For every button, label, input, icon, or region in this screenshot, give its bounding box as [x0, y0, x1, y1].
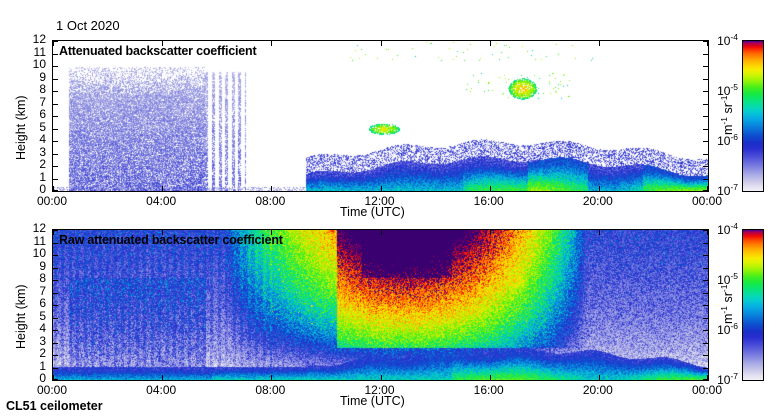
- x-tick-label: 12:00: [364, 383, 395, 397]
- y-tick-label: 12: [32, 221, 46, 235]
- y-tick-label: 9: [39, 258, 46, 273]
- colorbar-tick-label: 10-6: [717, 321, 738, 337]
- y-tick-label: 12: [32, 32, 46, 46]
- x-tick-label: 12:00: [364, 194, 395, 208]
- y-tick-label: 2: [39, 346, 46, 360]
- x-tick-label: 08:00: [255, 194, 286, 208]
- colorbar-unit-sr-exp-bottom: -1: [719, 284, 729, 293]
- y-tick-label: 5: [39, 119, 46, 134]
- x-tick-label: 04:00: [146, 383, 177, 397]
- y-tick-label: 9: [39, 69, 46, 84]
- x-tick-label: 20:00: [582, 194, 613, 208]
- y-tick-label: 7: [39, 283, 46, 298]
- colorbar-tick-label: 10-7: [717, 182, 738, 198]
- x-tick-label: 08:00: [255, 383, 286, 397]
- y-tick-label: 0: [39, 371, 46, 385]
- y-tick-label: 1: [39, 358, 46, 373]
- y-tick-label: 11: [33, 44, 46, 59]
- date-label: 1 Oct 2020: [56, 18, 120, 33]
- x-tick-label: 00:00: [691, 383, 723, 397]
- colorbar-gradient-bottom: [743, 230, 763, 380]
- colorbar-tick-label: 10-4: [717, 221, 738, 237]
- heatmap-canvas-bottom: [53, 230, 708, 380]
- y-tick-label: 4: [39, 321, 46, 335]
- colorbar-unit-m-top: m: [721, 124, 736, 135]
- colorbar-unit-sr-top: sr: [721, 103, 736, 114]
- y-tick-label: 0: [39, 182, 46, 196]
- colorbar-tick-label: 10-5: [717, 81, 738, 98]
- panel-title-bottom: Raw attenuated backscatter coefficient: [59, 233, 283, 247]
- y-tick-label: 8: [39, 271, 46, 285]
- y-tick-label: 3: [39, 144, 46, 159]
- panel-attenuated-backscatter[interactable]: Attenuated backscatter coefficient: [52, 40, 709, 192]
- x-axis-title-top: Time (UTC): [340, 205, 405, 219]
- x-tick-label: 16:00: [473, 383, 504, 397]
- colorbar-gradient-top: [743, 41, 763, 191]
- x-axis-title-bottom: Time (UTC): [340, 394, 405, 408]
- colorbar-top: [742, 40, 764, 192]
- y-tick-label: 2: [39, 157, 46, 171]
- heatmap-canvas-top: [53, 41, 708, 191]
- y-tick-label: 6: [39, 296, 46, 310]
- colorbar-title-top: m-1 sr-1: [719, 96, 735, 135]
- x-tick-label: 04:00: [146, 194, 177, 208]
- y-tick-label: 6: [39, 107, 46, 121]
- colorbar-tick-label: 10-5: [717, 270, 738, 287]
- x-tick-label: 16:00: [473, 194, 504, 208]
- colorbar-unit-sr-bottom: sr: [721, 292, 736, 303]
- y-tick-label: 11: [33, 233, 46, 248]
- y-tick-label: 1: [39, 169, 46, 184]
- y-tick-label: 10: [32, 246, 46, 260]
- panel-title-top: Attenuated backscatter coefficient: [59, 44, 257, 58]
- instrument-label: CL51 ceilometer: [6, 399, 103, 413]
- y-tick-label: 7: [39, 94, 46, 109]
- colorbar-unit-m-bottom: m: [721, 313, 736, 324]
- y-tick-label: 3: [39, 333, 46, 348]
- colorbar-unit-sr-exp-top: -1: [719, 95, 729, 104]
- colorbar-unit-m-exp-bottom: -1: [719, 306, 729, 314]
- colorbar-tick-label: 10-4: [717, 32, 738, 48]
- x-tick-label: 00:00: [36, 383, 68, 397]
- x-tick-label: 20:00: [582, 383, 613, 397]
- y-tick-label: 5: [39, 308, 46, 323]
- y-axis-title-bottom: Height (km): [14, 284, 28, 349]
- x-tick-label: 00:00: [691, 194, 723, 208]
- colorbar-tick-label: 10-6: [717, 132, 738, 148]
- y-tick-label: 8: [39, 82, 46, 96]
- y-tick-label: 10: [32, 57, 46, 71]
- colorbar-title-bottom: m-1 sr-1: [719, 285, 735, 324]
- panel-raw-attenuated-backscatter[interactable]: Raw attenuated backscatter coefficient: [52, 229, 709, 381]
- colorbar-tick-label: 10-7: [717, 371, 738, 387]
- y-tick-label: 4: [39, 132, 46, 146]
- colorbar-unit-m-exp-top: -1: [719, 117, 729, 125]
- y-axis-title-top: Height (km): [14, 95, 28, 160]
- x-tick-label: 00:00: [36, 194, 68, 208]
- colorbar-bottom: [742, 229, 764, 381]
